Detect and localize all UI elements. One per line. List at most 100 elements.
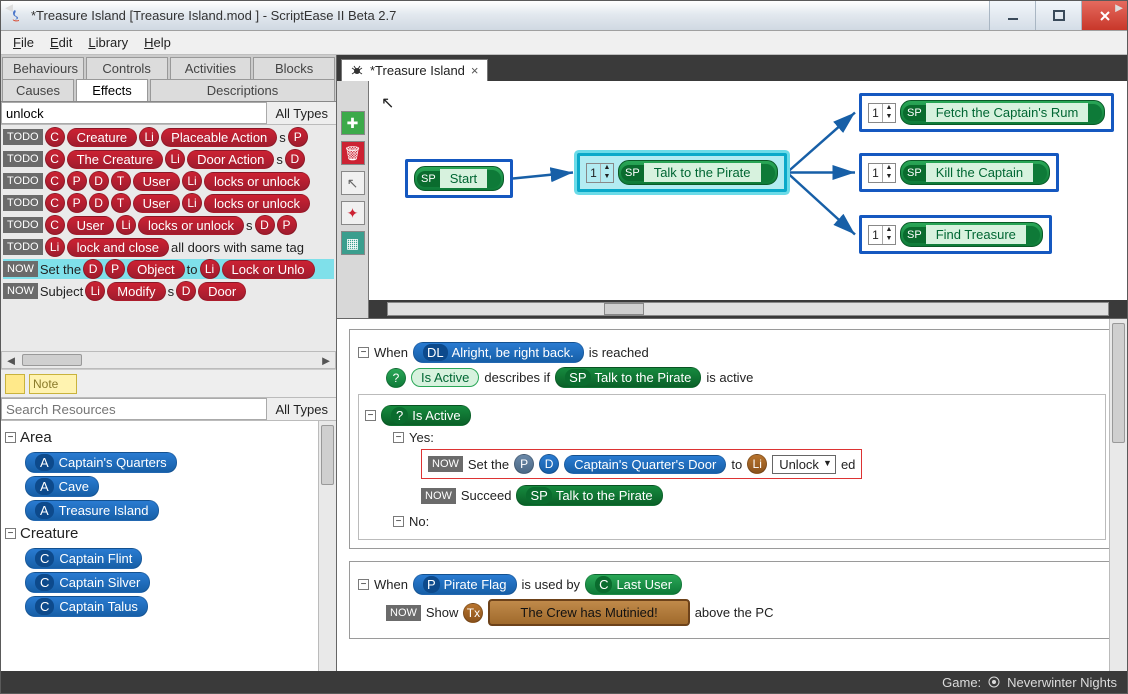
tab-activities[interactable]: Activities (170, 57, 252, 79)
priority-spinner[interactable]: 1▲▼ (868, 163, 896, 183)
editor-vscroll[interactable] (1109, 319, 1127, 671)
resources-tree[interactable]: −AreaACaptain's QuartersACaveATreasure I… (1, 421, 336, 671)
effect-part[interactable]: Door (198, 282, 246, 301)
priority-spinner[interactable]: 1▲▼ (868, 103, 896, 123)
resources-vscroll[interactable] (318, 421, 336, 671)
resources-search-input[interactable] (1, 398, 267, 420)
resource-item[interactable]: ACave (25, 476, 99, 497)
effect-part[interactable]: D (176, 281, 196, 301)
effect-part[interactable]: D (285, 149, 305, 169)
effect-part[interactable]: lock and close (67, 238, 169, 257)
effect-part[interactable]: Li (116, 215, 136, 235)
tab-causes[interactable]: Causes (2, 79, 74, 101)
effect-part[interactable]: Lock or Unlo (222, 260, 315, 279)
door-pill[interactable]: Captain's Quarter's Door (564, 455, 726, 474)
menu-help[interactable]: Help (138, 33, 177, 52)
effect-part[interactable]: P (288, 127, 308, 147)
graph-node-start[interactable]: SPStart (405, 159, 513, 198)
effect-part[interactable]: all doors with same tag (171, 240, 304, 255)
effect-part[interactable]: Li (139, 127, 159, 147)
effect-part[interactable]: T (111, 193, 131, 213)
effect-part[interactable]: Placeable Action (161, 128, 277, 147)
sp-talk-pill[interactable]: SPTalk to the Pirate (516, 485, 662, 506)
resource-item[interactable]: CCaptain Flint (25, 548, 142, 569)
graph-node-rum[interactable]: 1▲▼SPFetch the Captain's Rum (859, 93, 1114, 132)
effect-part[interactable]: locks or unlock (138, 216, 244, 235)
expander-icon[interactable]: − (5, 432, 16, 443)
graph-hscroll[interactable]: ◄ ► (369, 300, 1127, 318)
effect-part[interactable]: C (45, 127, 65, 147)
resources-type-filter[interactable]: All Types (267, 400, 336, 419)
menu-edit[interactable]: Edit (44, 33, 78, 52)
effect-part[interactable]: C (45, 215, 65, 235)
resource-item[interactable]: CCaptain Silver (25, 572, 150, 593)
effect-part[interactable]: P (105, 259, 125, 279)
tab-descriptions[interactable]: Descriptions (150, 79, 335, 101)
sp-talk-pill[interactable]: SPTalk to the Pirate (555, 367, 701, 388)
action-set-lock[interactable]: NOW Set the P D Captain's Quarter's Door… (421, 449, 862, 479)
effect-part[interactable]: Li (165, 149, 185, 169)
priority-spinner[interactable]: 1▲▼ (586, 163, 614, 183)
effect-part[interactable]: Subject (40, 284, 83, 299)
menu-file[interactable]: File (7, 33, 40, 52)
effect-part[interactable]: Li (45, 237, 65, 257)
effect-part[interactable]: D (255, 215, 275, 235)
tab-controls[interactable]: Controls (86, 57, 168, 79)
effect-part[interactable]: Set the (40, 262, 81, 277)
expander-icon[interactable]: − (365, 410, 376, 421)
tree-category[interactable]: Area (20, 429, 52, 446)
tree-category[interactable]: Creature (20, 525, 78, 542)
effect-part[interactable]: User (133, 194, 180, 213)
effect-part[interactable]: locks or unlock (204, 172, 310, 191)
effect-part[interactable]: P (67, 171, 87, 191)
effect-part[interactable]: The Creature (67, 150, 164, 169)
resource-item[interactable]: ACaptain's Quarters (25, 452, 177, 473)
effect-part[interactable]: Object (127, 260, 185, 279)
script-editor[interactable]: − When DLAlright, be right back. is reac… (337, 319, 1127, 671)
graph-node-talk[interactable]: 1▲▼SPTalk to the Pirate (577, 153, 787, 192)
resource-item[interactable]: ATreasure Island (25, 500, 159, 521)
expander-icon[interactable]: − (5, 528, 16, 539)
expander-icon[interactable]: − (393, 432, 404, 443)
priority-spinner[interactable]: 1▲▼ (868, 225, 896, 245)
tab-effects[interactable]: Effects (76, 79, 148, 101)
tab-blocks[interactable]: Blocks (253, 57, 335, 79)
effect-part[interactable]: s (168, 284, 175, 299)
effect-part[interactable]: User (67, 216, 114, 235)
effect-part[interactable]: P (277, 215, 297, 235)
effect-part[interactable]: Creature (67, 128, 138, 147)
effect-part[interactable]: s (279, 130, 286, 145)
last-user-pill[interactable]: CLast User (585, 574, 682, 595)
menu-library[interactable]: Library (82, 33, 134, 52)
effect-part[interactable]: to (187, 262, 198, 277)
group-tool-button[interactable]: ▦ (341, 231, 365, 255)
effect-part[interactable]: Li (200, 259, 220, 279)
document-tab[interactable]: *Treasure Island × (341, 59, 488, 81)
resource-item[interactable]: CCaptain Talus (25, 596, 148, 617)
maximize-button[interactable] (1035, 1, 1081, 30)
effect-part[interactable]: D (89, 193, 109, 213)
graph-canvas[interactable]: ↖ SPStart1▲▼SPTalk to the Pirate1▲▼SPFet… (369, 81, 1127, 300)
effect-part[interactable]: C (45, 193, 65, 213)
effect-part[interactable]: Li (182, 171, 202, 191)
effects-list[interactable]: TODOCCreatureLiPlaceable ActionsPTODOCTh… (1, 125, 336, 351)
effect-part[interactable]: D (83, 259, 103, 279)
expander-icon[interactable]: − (358, 347, 369, 358)
library-hscroll[interactable]: ◄► (1, 351, 336, 369)
arrow-tool-button[interactable]: ↖ (341, 171, 365, 195)
effect-part[interactable]: s (276, 152, 283, 167)
library-search-input[interactable] (1, 102, 267, 124)
effect-part[interactable]: Modify (107, 282, 165, 301)
minimize-button[interactable] (989, 1, 1035, 30)
effect-part[interactable]: D (89, 171, 109, 191)
dialogue-pill[interactable]: DLAlright, be right back. (413, 342, 584, 363)
close-tab-icon[interactable]: × (471, 63, 479, 78)
effect-part[interactable]: Door Action (187, 150, 274, 169)
graph-node-find[interactable]: 1▲▼SPFind Treasure (859, 215, 1052, 254)
target-tool-button[interactable]: ✦ (341, 201, 365, 225)
library-type-filter[interactable]: All Types (267, 104, 336, 123)
expander-icon[interactable]: − (393, 516, 404, 527)
effect-part[interactable]: locks or unlock (204, 194, 310, 213)
graph-node-kill[interactable]: 1▲▼SPKill the Captain (859, 153, 1059, 192)
tab-behaviours[interactable]: Behaviours (2, 57, 84, 79)
